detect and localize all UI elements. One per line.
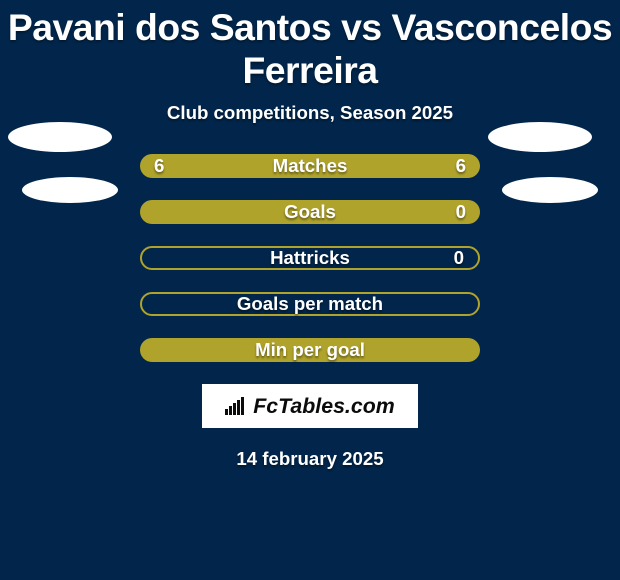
decorative-ellipse <box>488 122 592 152</box>
stat-label: Min per goal <box>140 338 480 362</box>
comparison-date: 14 february 2025 <box>236 448 383 470</box>
stat-value-right: 0 <box>456 200 466 224</box>
page-subtitle: Club competitions, Season 2025 <box>167 102 453 124</box>
comparison-infographic: Pavani dos Santos vs Vasconcelos Ferreir… <box>0 0 620 580</box>
watermark: FcTables.com <box>202 384 418 428</box>
stat-label: Hattricks <box>142 248 478 268</box>
stat-row: 0Goals <box>0 200 620 224</box>
stat-value-right: 6 <box>456 154 466 178</box>
stat-bar: 6 6Matches <box>140 154 480 178</box>
stat-bar: 0Hattricks <box>140 246 480 270</box>
stat-value-right: 0 <box>454 248 464 268</box>
watermark-text: FcTables.com <box>253 394 394 419</box>
stat-row: 0Hattricks <box>0 246 620 270</box>
stat-row: 6 6Matches <box>0 154 620 178</box>
stat-value-left: 6 <box>154 154 164 178</box>
stat-label: Goals <box>140 200 480 224</box>
stat-bar: 0Goals <box>140 200 480 224</box>
stat-row: Min per goal <box>0 338 620 362</box>
decorative-ellipse <box>8 122 112 152</box>
page-title: Pavani dos Santos vs Vasconcelos Ferreir… <box>0 6 620 92</box>
stat-bar: Goals per match <box>140 292 480 316</box>
stat-bar: Min per goal <box>140 338 480 362</box>
chart-bars-icon <box>225 397 247 415</box>
stat-label: Matches <box>140 154 480 178</box>
stat-row: Goals per match <box>0 292 620 316</box>
stat-label: Goals per match <box>142 294 478 314</box>
